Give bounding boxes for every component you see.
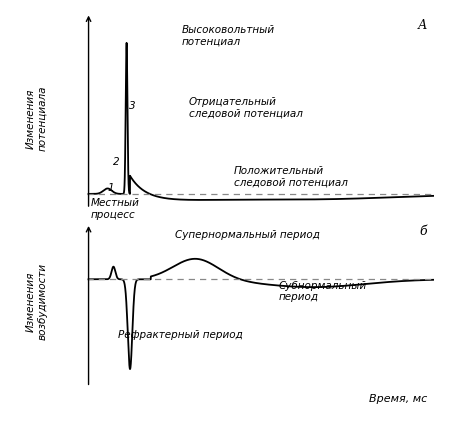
Text: 1: 1 (107, 183, 114, 193)
Text: А: А (418, 19, 427, 32)
Text: Отрицательный
следовой потенциал: Отрицательный следовой потенциал (189, 97, 303, 119)
Text: Положительный
следовой потенциал: Положительный следовой потенциал (234, 165, 348, 187)
Text: Изменения
потенциала: Изменения потенциала (26, 85, 48, 151)
Text: Местный
процесс: Местный процесс (90, 198, 139, 220)
Text: Субнормальный
период: Субнормальный период (279, 281, 367, 302)
Text: 3: 3 (129, 101, 136, 111)
Text: Высоковольтный
потенциал: Высоковольтный потенциал (182, 25, 275, 46)
Text: б: б (420, 224, 427, 237)
Text: 2: 2 (113, 157, 120, 167)
Text: Рефрактерный период: Рефрактерный период (118, 330, 243, 340)
Text: Изменения
возбудимости: Изменения возбудимости (26, 263, 48, 340)
Text: Супернормальный период: Супернормальный период (175, 230, 320, 240)
Text: Время, мс: Время, мс (369, 394, 427, 404)
